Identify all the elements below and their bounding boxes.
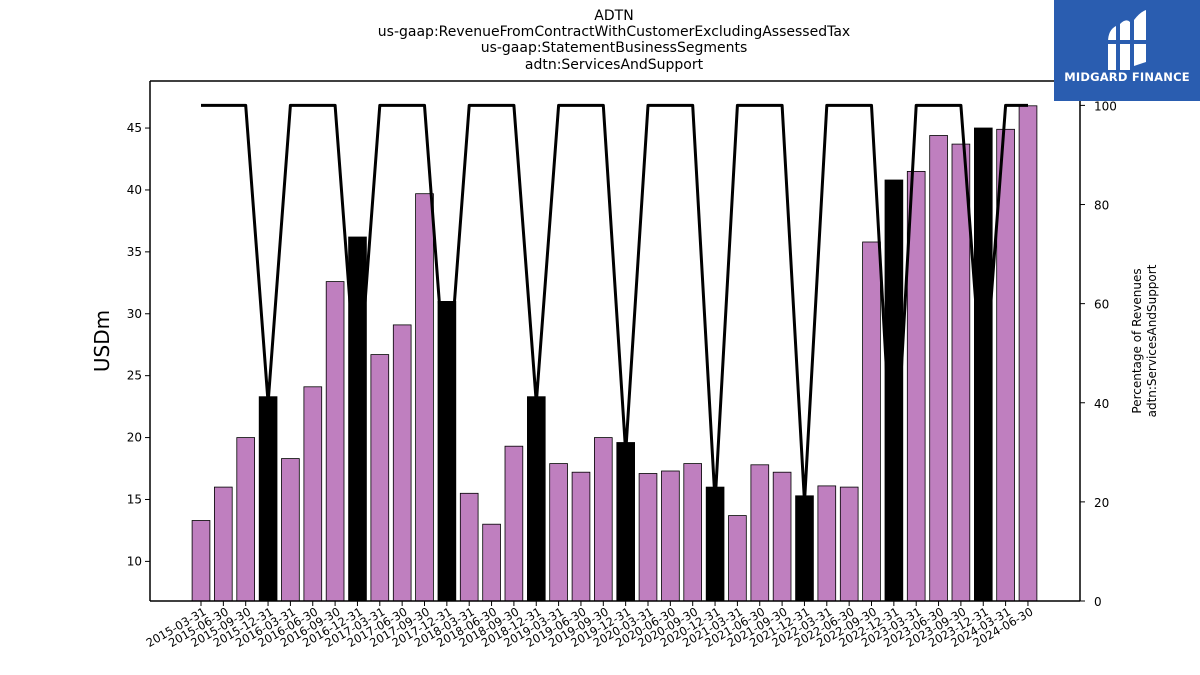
y2-axis-label: Percentage of Revenues adtn:ServicesAndS… [1130,264,1159,417]
title-line-1: ADTN [594,8,633,24]
bar [482,523,501,602]
percentage-line-series [201,103,1028,504]
percentage-line [201,103,1028,504]
bar [392,324,412,602]
bar [795,495,814,602]
axes: 10152025303540450204060801002015-03-3120… [127,80,1117,650]
midgard-logo-icon [1104,10,1150,70]
bar [750,464,770,602]
y2-axis-label-line-2: adtn:ServicesAndSupport [1145,264,1159,417]
title-line-2: us-gaap:RevenueFromContractWithCustomerE… [378,24,850,40]
bar [281,458,300,602]
bar [213,486,233,602]
y-tick-label: 15 [127,492,142,506]
bar [974,127,993,602]
bar [191,520,211,602]
logo-text: MIDGARD FINANCE [1064,70,1190,84]
bar [236,437,256,602]
y2-tick-label: 60 [1094,298,1109,312]
bar [638,473,658,602]
y-tick-label: 45 [127,121,142,135]
y-tick-label: 40 [127,183,142,197]
bar [459,492,479,602]
title-line-4: adtn:ServicesAndSupport [525,57,704,73]
y-tick-label: 30 [127,307,142,321]
y-axis-label: USDm [90,310,114,372]
bar [303,386,323,602]
y-tick-label: 35 [127,245,142,259]
bar [549,463,568,602]
bar [370,354,390,602]
y2-tick-label: 80 [1094,199,1109,213]
y2-tick-label: 100 [1094,99,1117,113]
title-line-3: us-gaap:StatementBusinessSegments [481,40,748,56]
bar [951,143,971,602]
chart-title: ADTN us-gaap:RevenueFromContractWithCust… [378,8,850,73]
bar [862,241,881,602]
y2-axis-label-line-1: Percentage of Revenues [1130,268,1144,413]
y-tick-label: 10 [127,554,142,568]
bar [437,300,457,602]
bar [527,396,546,602]
bar [817,485,837,602]
bar [683,463,702,602]
y2-tick-label: 20 [1094,496,1109,510]
bar [929,135,948,602]
bar [325,281,345,602]
bar [728,515,747,602]
y2-tick-label: 40 [1094,397,1109,411]
midgard-logo: MIDGARD FINANCE [1054,0,1200,101]
bar [594,437,613,602]
bar [839,486,859,602]
bar [571,471,591,602]
bar [348,236,367,602]
bar [705,486,725,602]
bar [1018,105,1038,602]
bar [504,445,524,602]
bar [616,442,635,602]
y2-tick-label: 0 [1094,595,1102,609]
y-tick-label: 25 [127,369,142,383]
bar-series [191,105,1038,602]
bar [258,396,278,602]
bar [772,471,792,602]
y-tick-label: 20 [127,431,142,445]
bar [661,470,680,602]
bar [415,193,434,602]
